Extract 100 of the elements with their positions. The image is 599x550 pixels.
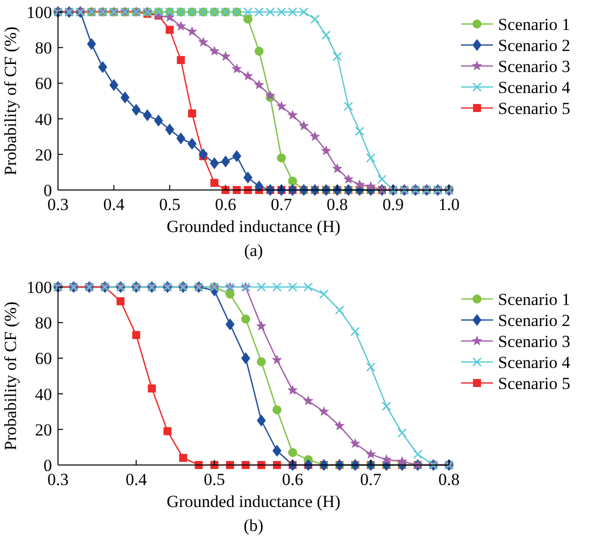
point bbox=[188, 109, 196, 118]
x-tick-label: 0.8 bbox=[326, 195, 348, 214]
point bbox=[382, 402, 392, 411]
text: (b) bbox=[244, 516, 264, 535]
text: (a) bbox=[244, 241, 263, 260]
point bbox=[164, 12, 175, 22]
point bbox=[396, 456, 408, 466]
legend-label: Scenario 2 bbox=[498, 36, 570, 55]
point bbox=[120, 91, 130, 104]
point bbox=[254, 46, 264, 56]
point bbox=[132, 331, 140, 340]
y-axis-title: Probability of CF (%) bbox=[1, 302, 20, 450]
point bbox=[272, 282, 282, 292]
point bbox=[254, 180, 264, 192]
point bbox=[265, 90, 276, 100]
y-tick-label: 40 bbox=[35, 110, 52, 129]
point bbox=[272, 444, 282, 457]
point bbox=[132, 104, 141, 116]
point bbox=[221, 156, 230, 168]
point bbox=[198, 148, 208, 160]
point bbox=[303, 395, 314, 406]
point bbox=[179, 454, 188, 462]
point bbox=[310, 14, 320, 24]
point bbox=[276, 153, 286, 162]
point bbox=[377, 174, 387, 184]
x-axis-title: Grounded inductance (H) bbox=[166, 492, 340, 511]
point bbox=[163, 427, 172, 436]
point bbox=[320, 145, 332, 156]
point bbox=[241, 352, 250, 364]
point bbox=[288, 176, 298, 186]
point bbox=[210, 157, 219, 170]
y-tick-label: 20 bbox=[35, 420, 52, 440]
point bbox=[226, 290, 235, 299]
point bbox=[344, 102, 354, 111]
x-tick-label: 0.6 bbox=[282, 470, 304, 489]
y-axis-title: Probability of CF (%) bbox=[1, 26, 20, 176]
point bbox=[366, 448, 376, 459]
legend-label: Scenario 5 bbox=[498, 99, 570, 118]
point bbox=[334, 305, 344, 315]
point bbox=[350, 438, 360, 448]
point bbox=[288, 282, 298, 292]
point bbox=[142, 109, 152, 122]
point bbox=[366, 153, 376, 163]
point bbox=[256, 282, 266, 292]
legend-label: Scenario 4 bbox=[498, 78, 571, 97]
point bbox=[334, 420, 345, 430]
point bbox=[220, 51, 231, 61]
point bbox=[232, 150, 242, 162]
point bbox=[210, 178, 218, 187]
y-tick-label: 20 bbox=[35, 145, 52, 164]
point bbox=[350, 326, 360, 336]
legend-label: Scenario 1 bbox=[498, 290, 570, 309]
x-tick-label: 0.7 bbox=[270, 195, 293, 214]
point bbox=[165, 123, 174, 136]
point bbox=[87, 38, 96, 50]
point bbox=[276, 100, 287, 111]
point bbox=[98, 61, 108, 74]
point bbox=[354, 179, 365, 190]
x-tick-label: 0.7 bbox=[360, 470, 382, 489]
point bbox=[343, 174, 354, 184]
point bbox=[332, 163, 343, 174]
y-tick-label: 60 bbox=[35, 74, 52, 94]
point bbox=[242, 70, 254, 81]
x-tick-label: 0.9 bbox=[382, 195, 404, 214]
point bbox=[298, 120, 309, 130]
point bbox=[256, 320, 267, 331]
x-tick-label: 0.4 bbox=[103, 195, 125, 214]
point bbox=[318, 406, 330, 416]
point bbox=[413, 450, 422, 459]
x-tick-label: 0.5 bbox=[159, 195, 180, 214]
point bbox=[198, 36, 208, 47]
legend-label: Scenario 3 bbox=[498, 57, 570, 76]
point bbox=[321, 30, 331, 40]
point bbox=[209, 46, 220, 56]
y-tick-label: 40 bbox=[35, 384, 52, 404]
y-tick-label: 100 bbox=[26, 278, 52, 297]
y-tick-label: 80 bbox=[35, 38, 52, 58]
x-tick-label: 1.0 bbox=[438, 195, 460, 214]
x-tick-label: 0.5 bbox=[204, 470, 226, 489]
point bbox=[188, 138, 197, 150]
point bbox=[109, 78, 118, 91]
point bbox=[256, 357, 266, 366]
point bbox=[354, 126, 364, 136]
point bbox=[154, 114, 164, 127]
point bbox=[241, 314, 250, 324]
point bbox=[288, 448, 298, 458]
point bbox=[176, 56, 185, 64]
point bbox=[287, 110, 298, 120]
legend-label: Scenario 1 bbox=[498, 15, 570, 34]
point bbox=[287, 384, 298, 395]
point bbox=[148, 384, 156, 392]
point bbox=[304, 282, 313, 292]
point bbox=[116, 297, 125, 306]
y-tick-label: 100 bbox=[26, 3, 52, 22]
y-tick-label: 80 bbox=[35, 314, 52, 333]
x-axis-title: Grounded inductance (H) bbox=[166, 217, 340, 236]
point bbox=[243, 14, 252, 24]
point bbox=[272, 405, 282, 414]
x-tick-label: 0.8 bbox=[438, 470, 460, 489]
point bbox=[254, 79, 264, 90]
